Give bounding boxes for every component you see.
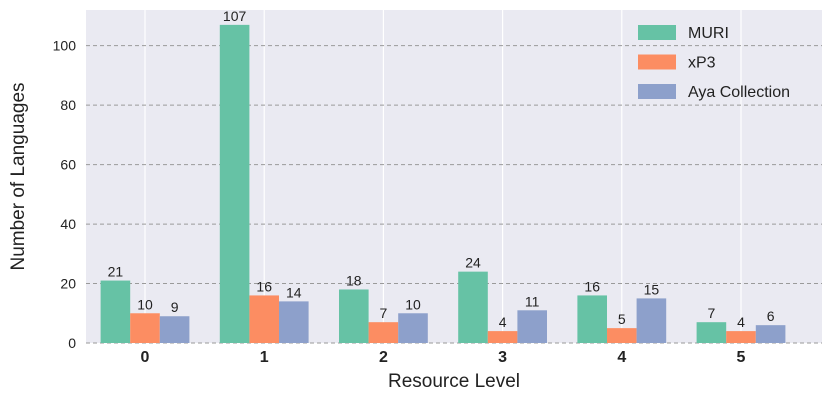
bar bbox=[607, 328, 637, 343]
legend: MURI xP3 Aya Collection bbox=[638, 25, 790, 101]
bar bbox=[100, 280, 131, 343]
bar bbox=[339, 289, 369, 343]
plot-area bbox=[86, 10, 822, 343]
x-tick-label: 0 bbox=[141, 349, 150, 366]
bar bbox=[159, 316, 190, 343]
bar-value-label: 7 bbox=[708, 305, 716, 321]
bar bbox=[755, 325, 786, 343]
bar bbox=[249, 295, 279, 343]
bar-value-label: 4 bbox=[737, 314, 745, 330]
bar bbox=[636, 298, 667, 343]
bar-value-label: 11 bbox=[525, 293, 540, 309]
legend-swatch bbox=[638, 84, 676, 99]
y-tick-label: 20 bbox=[60, 276, 76, 292]
bar bbox=[368, 322, 399, 343]
bar bbox=[130, 313, 160, 343]
y-tick-label: 100 bbox=[53, 38, 77, 54]
bar-value-label: 14 bbox=[286, 284, 302, 300]
x-axis-title: Resource Level bbox=[388, 371, 520, 392]
legend-label: MURI bbox=[688, 25, 729, 42]
bar-value-label: 18 bbox=[346, 272, 362, 288]
bar bbox=[219, 24, 250, 344]
x-tick-label: 4 bbox=[617, 349, 626, 366]
bar-value-label: 15 bbox=[644, 281, 660, 297]
legend-label: Aya Collection bbox=[688, 84, 790, 101]
bar bbox=[458, 271, 488, 343]
y-tick-label: 0 bbox=[68, 335, 76, 351]
y-axis-title: Number of Languages bbox=[8, 82, 29, 270]
bar-value-label: 9 bbox=[171, 299, 179, 315]
bar-value-label: 16 bbox=[256, 278, 272, 294]
bar bbox=[279, 301, 309, 343]
x-tick-label: 3 bbox=[498, 349, 507, 366]
bar-value-label: 6 bbox=[767, 308, 775, 324]
bar-value-label: 4 bbox=[499, 314, 507, 330]
bar-value-label: 10 bbox=[405, 296, 421, 312]
bar-value-label: 10 bbox=[137, 296, 153, 312]
x-tick-label: 1 bbox=[260, 349, 269, 366]
bar-value-label: 7 bbox=[380, 305, 388, 321]
x-tick-label: 2 bbox=[379, 349, 388, 366]
y-tick-label: 80 bbox=[60, 97, 76, 113]
bar bbox=[726, 331, 756, 343]
y-tick-label: 60 bbox=[60, 157, 76, 173]
bar-labels: 21 107 18 24 16 7 10 16 7 4 5 4 9 14 10 11 15 6 bbox=[108, 8, 775, 330]
bar-value-label: 107 bbox=[223, 8, 247, 24]
x-tick-label: 5 bbox=[737, 349, 746, 366]
legend-swatch bbox=[638, 54, 676, 70]
bar bbox=[577, 295, 607, 343]
bar-value-label: 5 bbox=[618, 311, 626, 327]
legend-swatch bbox=[638, 25, 676, 40]
bar bbox=[696, 322, 727, 343]
bar bbox=[517, 310, 547, 343]
bar-value-label: 21 bbox=[108, 264, 124, 280]
bars bbox=[100, 24, 786, 344]
bar-value-label: 24 bbox=[465, 255, 481, 271]
bar-value-label: 16 bbox=[584, 278, 600, 294]
bar bbox=[487, 331, 518, 343]
bar bbox=[398, 313, 428, 343]
legend-label: xP3 bbox=[688, 55, 716, 72]
x-gridlines bbox=[144, 10, 742, 343]
y-tick-labels: 0 20 40 60 80 100 bbox=[53, 38, 77, 351]
y-gridlines bbox=[86, 45, 822, 344]
y-tick-label: 40 bbox=[60, 216, 76, 232]
x-tick-labels: 0 1 2 3 4 5 bbox=[141, 349, 746, 366]
